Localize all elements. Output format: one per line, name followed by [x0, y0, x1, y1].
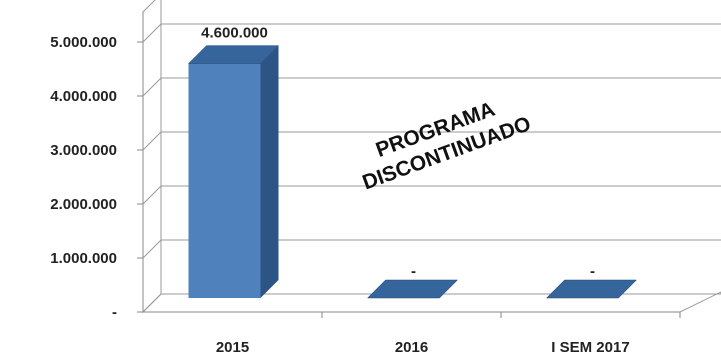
data-label: -: [590, 263, 595, 280]
y-tick-label: 5.000.000: [50, 34, 117, 51]
gridline: [142, 185, 721, 205]
gridline: [142, 23, 721, 43]
bar-top: [366, 279, 459, 299]
data-label: -: [411, 263, 416, 280]
data-labels: 4.600.000 - -: [201, 25, 595, 280]
annotation-text: PROGRAMA DISCONTINUADO: [351, 88, 534, 195]
gridline: [142, 77, 721, 97]
y-tick-label: 4.000.000: [50, 88, 117, 105]
gridlines: [142, 23, 721, 259]
bar-side: [260, 45, 279, 298]
bars: [187, 45, 638, 299]
x-tick-label: 2015: [216, 339, 249, 356]
gridline: [142, 131, 721, 151]
chart-walls: [141, 0, 721, 314]
x-axis-labels: 2015 2016 I SEM 2017: [216, 312, 681, 356]
y-tick-label: 3.000.000: [50, 142, 117, 159]
x-tick-label: I SEM 2017: [551, 339, 629, 356]
y-tick-label: 1.000.000: [50, 250, 117, 267]
gridline: [142, 239, 721, 259]
data-label: 4.600.000: [201, 25, 268, 42]
y-tick-label: 2.000.000: [50, 196, 117, 213]
x-tick-label: 2016: [395, 339, 428, 356]
y-tick-label: -: [112, 304, 117, 321]
y-axis-ticks: - 1.000.000 2.000.000 3.000.000 4.000.000 5.0…: [50, 34, 143, 321]
bar-front: [188, 63, 261, 298]
bar-top: [545, 279, 638, 299]
left-wall: [142, 0, 162, 314]
